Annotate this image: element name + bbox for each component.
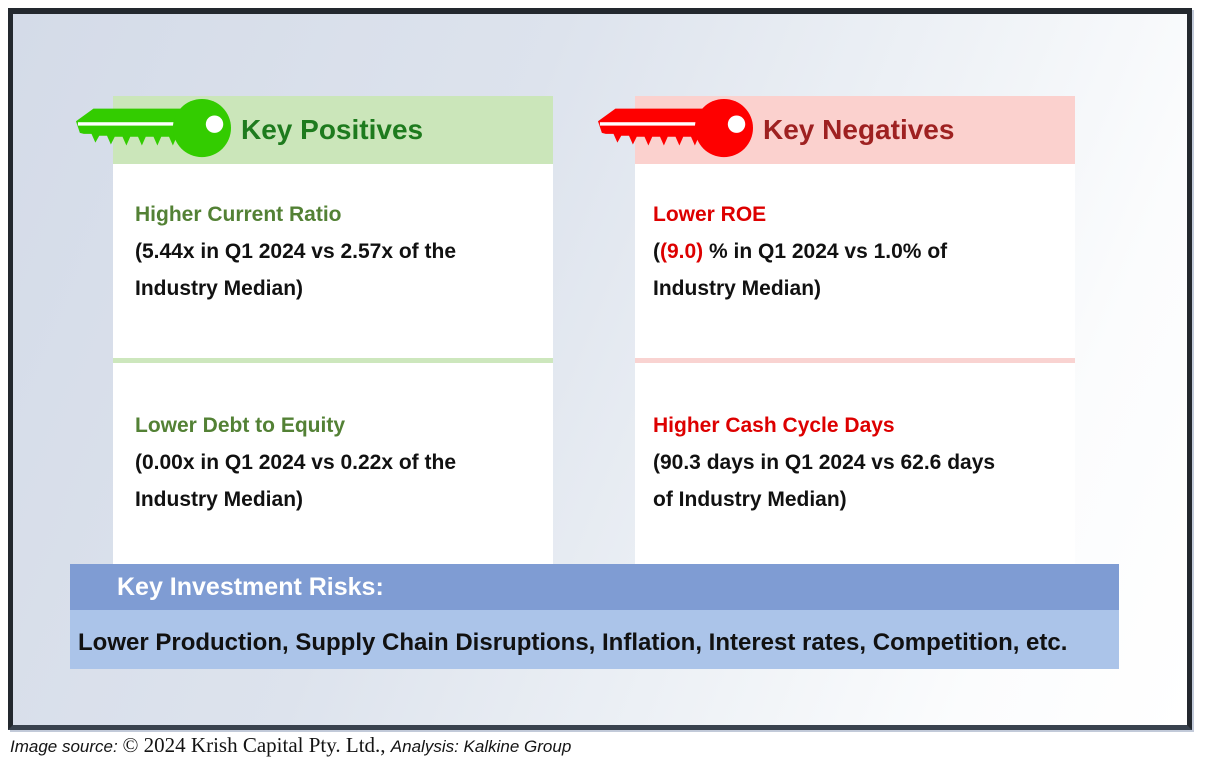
negative-item-title: Higher Cash Cycle Days	[653, 414, 895, 437]
copyright-text: © 2024 Krish Capital Pty. Ltd.,	[122, 733, 391, 757]
divider	[113, 358, 553, 363]
key-positives-header-label: Key Positives	[241, 114, 424, 145]
positive-item: Higher Current Ratio (5.44x in Q1 2024 v…	[113, 164, 553, 358]
negative-item-title: Lower ROE	[653, 203, 767, 226]
positive-item-detail: Industry Median)	[135, 277, 304, 300]
negative-item-detail: (90.3 days in Q1 2024 vs 62.6 days	[653, 451, 996, 474]
risks-banner: Key Investment Risks: Lower Production, …	[70, 564, 1119, 669]
positive-item: Lower Debt to Equity (0.00x in Q1 2024 v…	[113, 363, 553, 518]
image-source-label: Image source:	[10, 737, 123, 756]
positive-item-detail: (0.00x in Q1 2024 vs 0.22x of the	[135, 451, 457, 474]
image-frame: Key Positives Key Negatives	[8, 8, 1192, 730]
negative-item: Lower ROE ((9.0) % in Q1 2024 vs 1.0% of…	[635, 164, 1075, 358]
key-negatives-header-label: Key Negatives	[763, 114, 955, 145]
positive-item-detail: Industry Median)	[135, 488, 304, 511]
highlighted-value: (9.0)	[660, 240, 704, 263]
canvas: Key Positives Key Negatives	[13, 14, 1187, 725]
analysis-credit: Analysis: Kalkine Group	[390, 737, 572, 756]
negatives-card: Lower ROE ((9.0) % in Q1 2024 vs 1.0% of…	[635, 164, 1075, 564]
key-icon	[75, 98, 232, 160]
positive-item-title: Higher Current Ratio	[135, 203, 342, 226]
negative-item-detail: ((9.0) % in Q1 2024 vs 1.0% of	[653, 240, 948, 263]
negative-item: Higher Cash Cycle Days (90.3 days in Q1 …	[635, 363, 1075, 518]
negative-item-detail: of Industry Median)	[653, 488, 847, 511]
divider	[635, 358, 1075, 363]
risks-banner-body: Lower Production, Supply Chain Disruptio…	[70, 610, 1119, 669]
positives-card: Higher Current Ratio (5.44x in Q1 2024 v…	[113, 164, 553, 564]
positive-item-detail: (5.44x in Q1 2024 vs 2.57x of the	[135, 240, 457, 263]
positive-item-title: Lower Debt to Equity	[135, 414, 345, 437]
negative-item-detail: Industry Median)	[653, 277, 822, 300]
key-icon	[597, 98, 754, 160]
risks-banner-title: Key Investment Risks:	[70, 564, 1119, 610]
image-caption: Image source: © 2024 Krish Capital Pty. …	[10, 733, 571, 758]
